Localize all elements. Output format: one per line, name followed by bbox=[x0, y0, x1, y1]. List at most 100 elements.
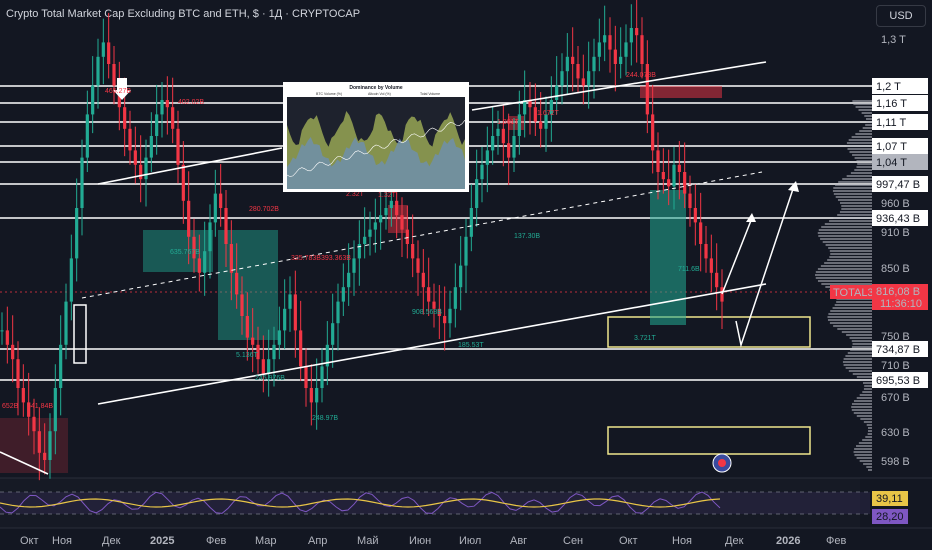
volume-profile-bar bbox=[868, 469, 872, 471]
volume-profile-bar bbox=[854, 448, 872, 450]
candle-body bbox=[501, 128, 505, 144]
candle-body bbox=[443, 316, 447, 324]
candle-body bbox=[277, 330, 281, 345]
volume-profile-bar bbox=[853, 412, 872, 414]
candle-body bbox=[181, 164, 185, 201]
volume-profile-bar bbox=[843, 358, 872, 360]
volume-profile-bar bbox=[855, 133, 872, 135]
volume-profile-bar bbox=[827, 316, 872, 318]
projection-arrow bbox=[721, 217, 753, 295]
time-tick: Окт bbox=[20, 535, 39, 547]
event-flag-icon-center bbox=[718, 459, 726, 467]
candle-body bbox=[299, 330, 303, 367]
price-annotation: 248.97B bbox=[312, 415, 338, 422]
candle-body bbox=[709, 258, 713, 273]
red-zone bbox=[640, 86, 722, 98]
volume-profile-bar bbox=[865, 124, 872, 126]
volume-profile-bar bbox=[852, 343, 872, 345]
candle-body bbox=[197, 258, 201, 273]
candle-body bbox=[336, 301, 340, 324]
candle-body bbox=[48, 431, 52, 460]
dominance-inset: Dominance by Volume BTC Volume (%) Altcoin… bbox=[283, 82, 469, 192]
level-tag-bg bbox=[872, 341, 928, 357]
time-tick: Ноя bbox=[672, 535, 692, 547]
volume-profile-bar bbox=[846, 145, 872, 147]
candle-body bbox=[427, 287, 431, 302]
level-tag-bg bbox=[872, 210, 928, 226]
candle-body bbox=[144, 157, 148, 180]
candle-body bbox=[229, 244, 233, 273]
price-annotation: 652B bbox=[2, 403, 19, 410]
level-tag-bg bbox=[872, 154, 928, 170]
candle-body bbox=[155, 114, 159, 136]
price-tick: 710 B bbox=[881, 360, 910, 372]
rsi-value-tag-bg bbox=[872, 491, 908, 506]
volume-profile-bar bbox=[856, 445, 872, 447]
level-tag: 936,43 B bbox=[876, 213, 920, 225]
volume-profile-bar bbox=[829, 220, 872, 222]
price-tick: 850 B bbox=[881, 263, 910, 275]
time-axis[interactable]: Окт Ноя Дек 2025 Фев Мар Апр Май Июн Июл Авг Сен Окт… bbox=[20, 535, 846, 547]
candle-body bbox=[603, 35, 607, 43]
candle-body bbox=[208, 222, 212, 252]
candle-body bbox=[341, 287, 345, 302]
candle-body bbox=[496, 128, 500, 136]
candle-body bbox=[203, 251, 207, 273]
price-annotation: 3.721T bbox=[634, 335, 657, 342]
volume-profile-bar bbox=[841, 205, 872, 207]
price-axis[interactable]: 1,3 T 960 B 910 B 850 B 750 B 710 B 670 B 630 B… bbox=[712, 34, 928, 473]
volume-profile-bar bbox=[830, 310, 872, 312]
volume-profile-bar bbox=[856, 457, 872, 459]
price-annotation: 711.6B bbox=[678, 266, 700, 273]
volume-profile-bar bbox=[863, 463, 872, 465]
candle-body bbox=[560, 71, 564, 86]
trend-line bbox=[0, 451, 49, 475]
candle-body bbox=[485, 150, 489, 165]
candle-body bbox=[149, 136, 153, 158]
candle-body bbox=[251, 337, 255, 345]
rsi-ma-tag-bg bbox=[872, 509, 908, 524]
candle-body bbox=[11, 344, 15, 360]
level-tag: 1,07 T bbox=[876, 141, 907, 153]
volume-profile-bar bbox=[851, 346, 872, 348]
candle-body bbox=[395, 200, 399, 216]
trend-lines-group bbox=[0, 61, 799, 475]
volume-profile-bar bbox=[818, 235, 872, 237]
volume-profile-bar bbox=[846, 175, 872, 177]
candle-body bbox=[107, 42, 111, 64]
time-tick: Окт bbox=[619, 535, 638, 547]
candle-body bbox=[437, 308, 441, 316]
volume-profile-bar bbox=[820, 238, 872, 240]
level-tag: 1,11 T bbox=[876, 117, 906, 129]
rsi-indicator: 39,11 28,20 bbox=[0, 491, 908, 524]
candle-body bbox=[672, 164, 676, 187]
price-annotation: 325.783B bbox=[291, 255, 321, 262]
candle-body bbox=[5, 330, 9, 345]
currency-button[interactable]: USD bbox=[876, 5, 926, 27]
candle-body bbox=[656, 150, 660, 172]
candle-body bbox=[267, 359, 271, 374]
price-tick: 670 B bbox=[881, 392, 910, 404]
time-tick: Ноя bbox=[52, 535, 72, 547]
volume-profile-bar bbox=[868, 430, 872, 432]
volume-profile-bar bbox=[853, 103, 872, 105]
candle-body bbox=[21, 388, 25, 403]
highlight-box bbox=[73, 304, 87, 364]
price-annotation: 465.27B bbox=[105, 88, 131, 95]
candle-body bbox=[507, 143, 511, 158]
price-annotation: 1.32T bbox=[378, 192, 397, 199]
volume-profile-bar bbox=[837, 328, 872, 330]
candle-body bbox=[101, 42, 105, 57]
candle-body bbox=[165, 100, 169, 108]
volume-profile-bar bbox=[817, 280, 872, 282]
volume-profile-bar bbox=[851, 409, 872, 411]
price-annotation: 137.30B bbox=[514, 233, 540, 240]
candle-body bbox=[16, 359, 20, 388]
price-tick: 630 B bbox=[881, 427, 910, 439]
volume-profile-bar bbox=[863, 421, 872, 423]
volume-profile-bar bbox=[829, 250, 872, 252]
candle-body bbox=[32, 416, 36, 432]
candle-body bbox=[304, 366, 308, 388]
price-annotation: 402.02B bbox=[178, 99, 204, 106]
